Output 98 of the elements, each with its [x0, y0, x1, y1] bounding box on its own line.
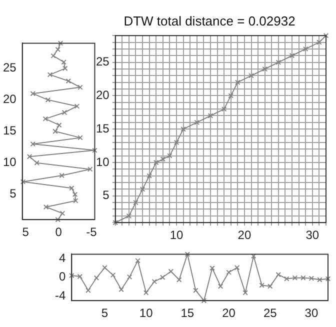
- point: [259, 282, 264, 288]
- point: [62, 110, 68, 116]
- point: [118, 286, 124, 292]
- point: [146, 173, 152, 178]
- point: [316, 40, 322, 45]
- point: [176, 277, 182, 282]
- point: [154, 160, 159, 166]
- point: [194, 120, 200, 126]
- y-tick-label: 20: [96, 88, 110, 102]
- point: [126, 213, 132, 219]
- x-tick-label: 10: [170, 228, 184, 242]
- x-tick-label: 15: [180, 306, 194, 320]
- point: [20, 179, 26, 184]
- point: [45, 97, 51, 103]
- x-tick-label: -5: [86, 225, 98, 240]
- point: [94, 275, 100, 280]
- x-tick-label: 30: [306, 228, 320, 242]
- x-tick-label: 30: [304, 306, 318, 320]
- point: [235, 80, 240, 85]
- point: [160, 156, 166, 162]
- point: [308, 276, 314, 281]
- point: [268, 284, 273, 289]
- point: [242, 290, 248, 296]
- point: [180, 126, 186, 132]
- y-tick-label: -4: [55, 288, 66, 302]
- point: [234, 265, 240, 270]
- point: [140, 186, 146, 192]
- point: [42, 116, 48, 122]
- point: [77, 274, 83, 280]
- point: [250, 253, 256, 259]
- chart-title: DTW total distance = 0.02932: [124, 13, 296, 28]
- point: [193, 288, 198, 294]
- point: [300, 275, 306, 280]
- point: [174, 140, 180, 146]
- point: [126, 274, 132, 280]
- y-tick-label: 15: [96, 121, 110, 136]
- y-tick-label: 0: [58, 270, 66, 284]
- point: [143, 290, 149, 296]
- point: [74, 104, 80, 109]
- point: [284, 276, 290, 282]
- point: [110, 272, 116, 278]
- x-tick-label: 5: [22, 225, 30, 240]
- y-tick-label: 25: [2, 60, 17, 75]
- x-tick-label: 20: [222, 306, 236, 320]
- y-tick-label: 20: [2, 92, 17, 106]
- point: [34, 160, 40, 166]
- point: [201, 298, 207, 304]
- point: [43, 204, 49, 210]
- y-tick-label: 5: [102, 188, 110, 202]
- point: [88, 166, 93, 172]
- point: [248, 73, 254, 78]
- point: [152, 278, 157, 284]
- point: [47, 72, 53, 78]
- x-tick-label: 10: [139, 306, 154, 320]
- point: [69, 185, 74, 191]
- point: [30, 141, 36, 147]
- point: [59, 172, 64, 178]
- y-tick-label: 5: [10, 186, 17, 201]
- y-tick-label: 10: [96, 154, 110, 169]
- point: [55, 46, 60, 52]
- point: [50, 53, 56, 58]
- x-tick-label: 25: [263, 306, 278, 320]
- point: [135, 258, 140, 264]
- point: [66, 78, 72, 84]
- point: [168, 268, 174, 274]
- point: [92, 148, 98, 153]
- point: [78, 84, 83, 90]
- point: [112, 220, 118, 226]
- point: [26, 154, 32, 160]
- point: [52, 128, 58, 134]
- point: [276, 272, 282, 278]
- point: [302, 46, 308, 52]
- point: [133, 200, 138, 206]
- point: [210, 266, 215, 271]
- point: [221, 106, 227, 112]
- point: [292, 275, 298, 280]
- point: [276, 60, 282, 65]
- point: [56, 122, 62, 128]
- point: [78, 135, 83, 140]
- y-tick-label: 10: [2, 155, 17, 170]
- point: [218, 284, 224, 289]
- point: [102, 265, 108, 270]
- point: [30, 90, 36, 96]
- point: [262, 66, 268, 72]
- point: [160, 274, 166, 280]
- point: [86, 288, 91, 294]
- point: [60, 210, 66, 216]
- point: [228, 93, 234, 98]
- y-tick-label: 15: [2, 124, 17, 138]
- x-tick-label: 20: [238, 228, 252, 242]
- y-tick-label: 4: [58, 251, 66, 266]
- y-tick-label: 25: [96, 54, 110, 69]
- point: [184, 252, 190, 257]
- point: [317, 277, 322, 282]
- point: [226, 270, 232, 275]
- point: [208, 113, 214, 118]
- point: [167, 153, 172, 158]
- point: [289, 53, 295, 58]
